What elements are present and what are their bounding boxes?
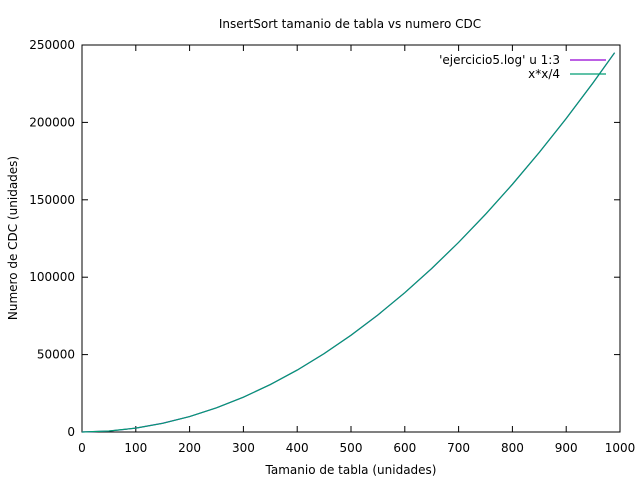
series-line-1	[81, 52, 616, 433]
x-tick-label: 200	[178, 441, 201, 455]
x-tick-label: 800	[501, 441, 524, 455]
x-tick-label: 600	[393, 441, 416, 455]
plot-area-border	[81, 44, 621, 433]
series-line-2	[81, 52, 616, 433]
y-tick-label: 0	[67, 425, 75, 439]
y-tick-label: 100000	[29, 270, 75, 284]
series-lines	[81, 52, 616, 433]
x-tick-label: 900	[555, 441, 578, 455]
y-tick-label: 200000	[29, 115, 75, 129]
x-tick-label: 100	[124, 441, 147, 455]
y-axis-label: Numero de CDC (unidades)	[6, 156, 20, 320]
x-tick-label: 400	[286, 441, 309, 455]
x-tick-label: 500	[340, 441, 363, 455]
y-axis: 0 50000 100000 150000 200000 250000	[29, 38, 620, 439]
legend-label-series-1: 'ejercicio5.log' u 1:3	[439, 53, 560, 67]
x-tick-label: 1000	[605, 441, 636, 455]
y-tick-label: 250000	[29, 38, 75, 52]
x-tick-label: 0	[78, 441, 86, 455]
chart-title: InsertSort tamanio de tabla vs numero CD…	[219, 17, 481, 31]
legend-label-series-2: x*x/4	[528, 67, 560, 81]
y-tick-label: 50000	[37, 348, 75, 362]
x-tick-label: 700	[447, 441, 470, 455]
x-tick-label: 300	[232, 441, 255, 455]
x-axis-label: Tamanio de tabla (unidades)	[265, 463, 437, 477]
y-tick-label: 150000	[29, 193, 75, 207]
x-axis: 0 100 200 300 400 500 600 700 800 900 1000	[78, 45, 635, 455]
legend: 'ejercicio5.log' u 1:3 x*x/4	[439, 53, 606, 81]
